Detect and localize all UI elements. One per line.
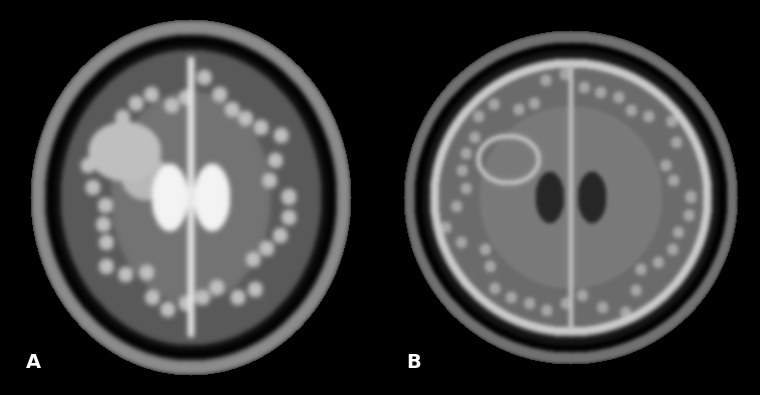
Text: B: B	[406, 353, 420, 372]
Text: A: A	[26, 353, 41, 372]
